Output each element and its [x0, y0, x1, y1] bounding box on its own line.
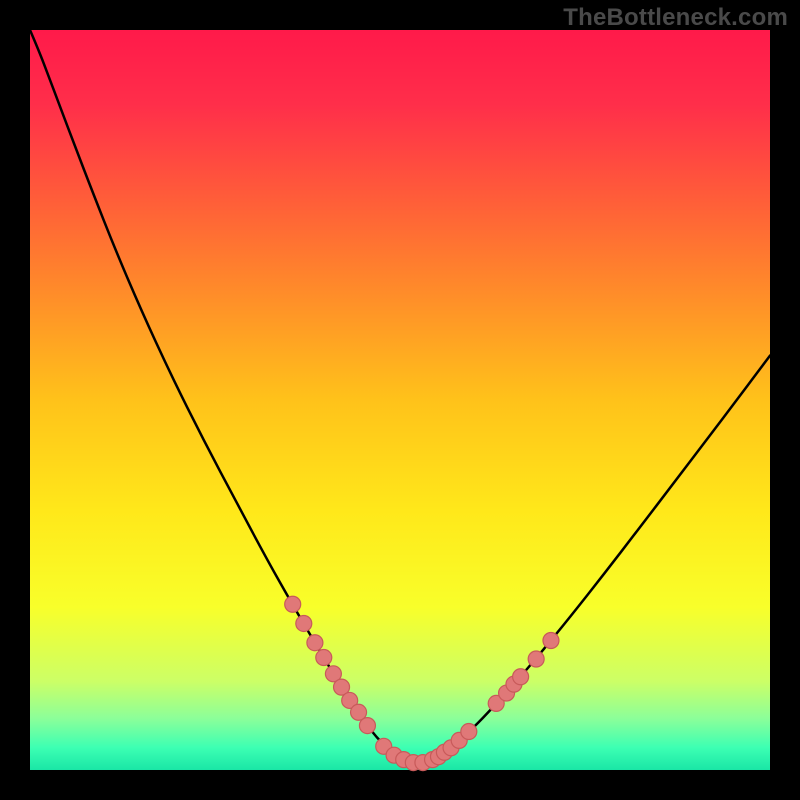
data-point-marker	[359, 718, 375, 734]
chart-container: TheBottleneck.com	[0, 0, 800, 800]
chart-svg	[0, 0, 800, 800]
data-point-marker	[307, 635, 323, 651]
data-point-marker	[296, 615, 312, 631]
watermark-text: TheBottleneck.com	[563, 4, 788, 32]
data-point-marker	[285, 596, 301, 612]
data-point-marker	[543, 633, 559, 649]
data-point-marker	[316, 650, 332, 666]
data-point-marker	[528, 651, 544, 667]
data-point-marker	[461, 724, 477, 740]
data-point-marker	[513, 669, 529, 685]
plot-background	[30, 30, 770, 770]
